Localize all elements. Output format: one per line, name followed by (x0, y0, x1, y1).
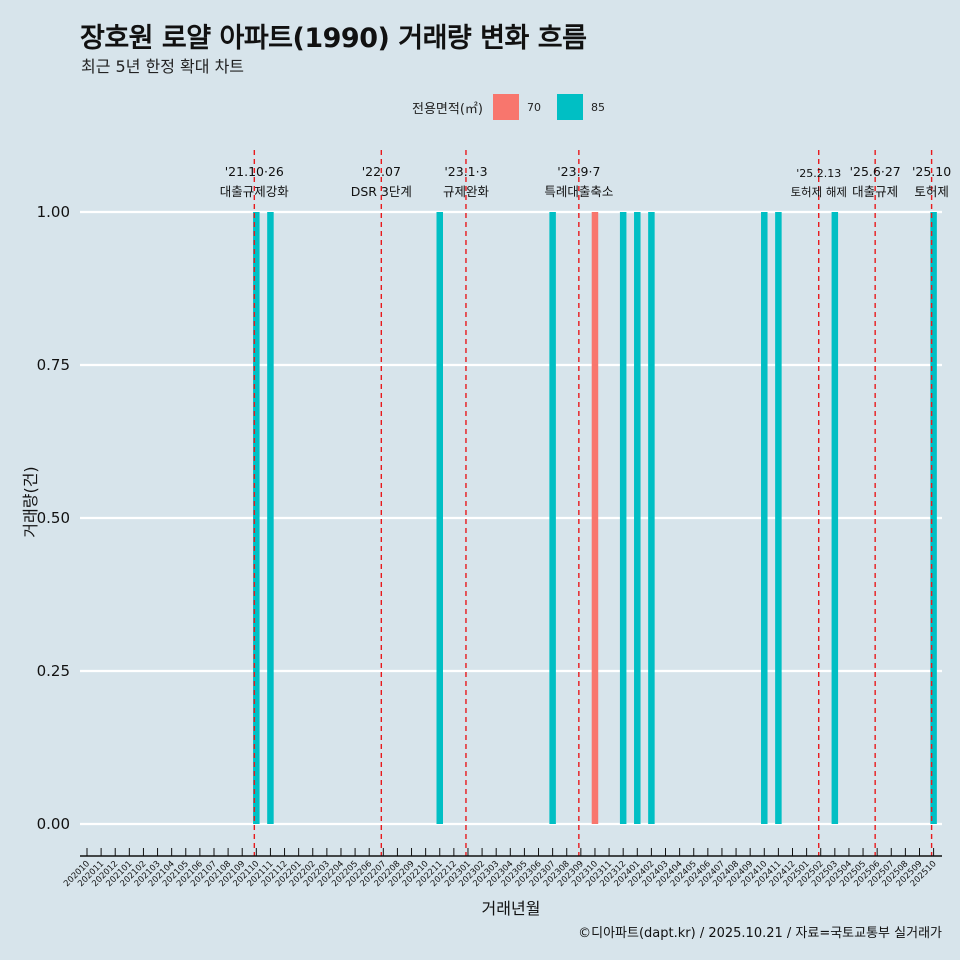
bar-85-202401 (634, 212, 641, 824)
y-tick-label: 0.00 (37, 815, 70, 833)
event-name-label: 대출규제강화 (220, 184, 290, 199)
bar-85-202411 (775, 212, 782, 824)
event-date-label: '25.6·27 (850, 164, 901, 179)
event-date-label: '23.1·3 (444, 164, 487, 179)
bar-85-202503 (831, 212, 839, 824)
y-axis-title: 거래량(건) (21, 466, 40, 537)
legend-label-85: 85 (590, 100, 605, 114)
event-name-label: 토허제 (914, 184, 949, 199)
y-tick-label: 0.25 (37, 662, 70, 680)
event-name-label: 규제완화 (443, 184, 490, 199)
event-date-label: '23.9·7 (557, 164, 600, 179)
event-name-label: 대출규제 (852, 184, 898, 199)
event-date-label: '22.07 (362, 164, 401, 179)
event-date-label: '25.10 (912, 164, 951, 179)
bar-85-202211 (436, 212, 443, 824)
legend-swatch-70 (492, 94, 519, 120)
legend-title: 전용면적(㎡) (412, 101, 483, 117)
bar-85-202410 (761, 212, 768, 824)
bar-70-202310 (591, 212, 599, 824)
legend-label-70: 70 (526, 100, 541, 114)
legend-item-70: 70 (492, 94, 547, 120)
event-name-label: 토허제 해제 (790, 185, 847, 199)
bar-85-202111 (267, 212, 274, 824)
event-date-label: '25.2.13 (796, 167, 841, 180)
x-axis-title: 거래년월 (482, 899, 541, 918)
source-caption: ©디아파트(dapt.kr) / 2025.10.21 / 자료=국토교통부 실… (578, 926, 942, 941)
y-tick-label: 0.75 (37, 356, 70, 374)
event-name-label: DSR 3단계 (351, 184, 412, 199)
event-date-label: '21.10·26 (225, 164, 284, 179)
legend-swatch-85 (556, 94, 583, 120)
chart-title: 장호원 로얄 아파트(1990) 거래량 변화 흐름 (80, 23, 587, 54)
legend: 전용면적(㎡) 70 85 (412, 93, 611, 121)
bar-85-202510 (930, 212, 937, 824)
legend-item-85: 85 (556, 94, 611, 120)
event-name-label: 특례대출축소 (544, 184, 613, 199)
y-tick-label: 1.00 (37, 203, 70, 221)
bar-85-202110 (253, 212, 260, 824)
bar-85-202307 (549, 212, 556, 824)
bar-85-202312 (619, 212, 627, 824)
bar-85-202402 (648, 212, 655, 824)
chart-subtitle: 최근 5년 한정 확대 차트 (81, 57, 245, 76)
y-tick-label: 0.50 (37, 509, 70, 527)
